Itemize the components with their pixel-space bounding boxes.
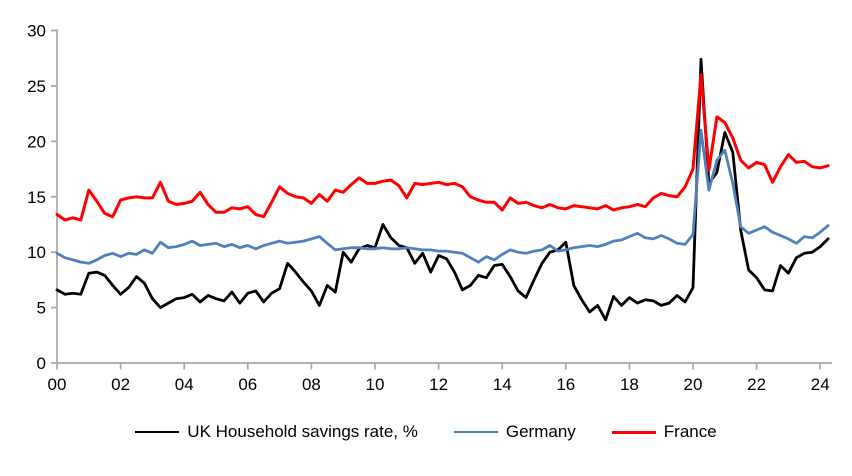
- x-tick-label: 22: [747, 375, 766, 394]
- x-tick-label: 14: [493, 375, 512, 394]
- x-tick-label: 00: [48, 375, 67, 394]
- y-tick-label: 10: [27, 243, 46, 262]
- series-france-line: [55, 73, 830, 222]
- x-tick-label: 10: [366, 375, 385, 394]
- y-tick-label: 20: [27, 132, 46, 151]
- uk-line-swatch: [135, 430, 180, 434]
- chart-legend: UK Household savings rate, % Germany Fra…: [0, 422, 852, 442]
- germany-line-swatch: [453, 430, 498, 434]
- france-legend-label: France: [663, 422, 717, 441]
- legend-item-germany: Germany: [453, 422, 576, 442]
- x-tick-label: 16: [556, 375, 575, 394]
- series-uk-line: [55, 57, 830, 322]
- y-tick-label: 0: [37, 354, 46, 373]
- legend-item-uk: UK Household savings rate, %: [135, 422, 418, 442]
- france-line-swatch: [611, 430, 656, 434]
- y-tick-label: 15: [27, 188, 46, 207]
- x-tick-label: 02: [111, 375, 130, 394]
- x-tick-label: 04: [175, 375, 194, 394]
- y-tick-label: 5: [37, 299, 46, 318]
- y-tick-label: 30: [27, 22, 46, 41]
- germany-legend-label: Germany: [505, 422, 576, 441]
- x-tick-label: 20: [684, 375, 703, 394]
- series-germany-line: [55, 128, 830, 265]
- savings-chart: 0 5 10 15 20 25 30 00 02 04 06 08 10 12 14 16 18 20 22 24: [27, 22, 832, 394]
- legend-item-france: France: [611, 422, 717, 442]
- x-tick-label: 08: [302, 375, 321, 394]
- y-tick-label: 25: [27, 77, 46, 96]
- x-tick-label: 24: [811, 375, 830, 394]
- x-tick-label: 12: [429, 375, 448, 394]
- uk-legend-label: UK Household savings rate, %: [187, 422, 418, 441]
- x-tick-label: 06: [238, 375, 257, 394]
- x-tick-label: 18: [620, 375, 639, 394]
